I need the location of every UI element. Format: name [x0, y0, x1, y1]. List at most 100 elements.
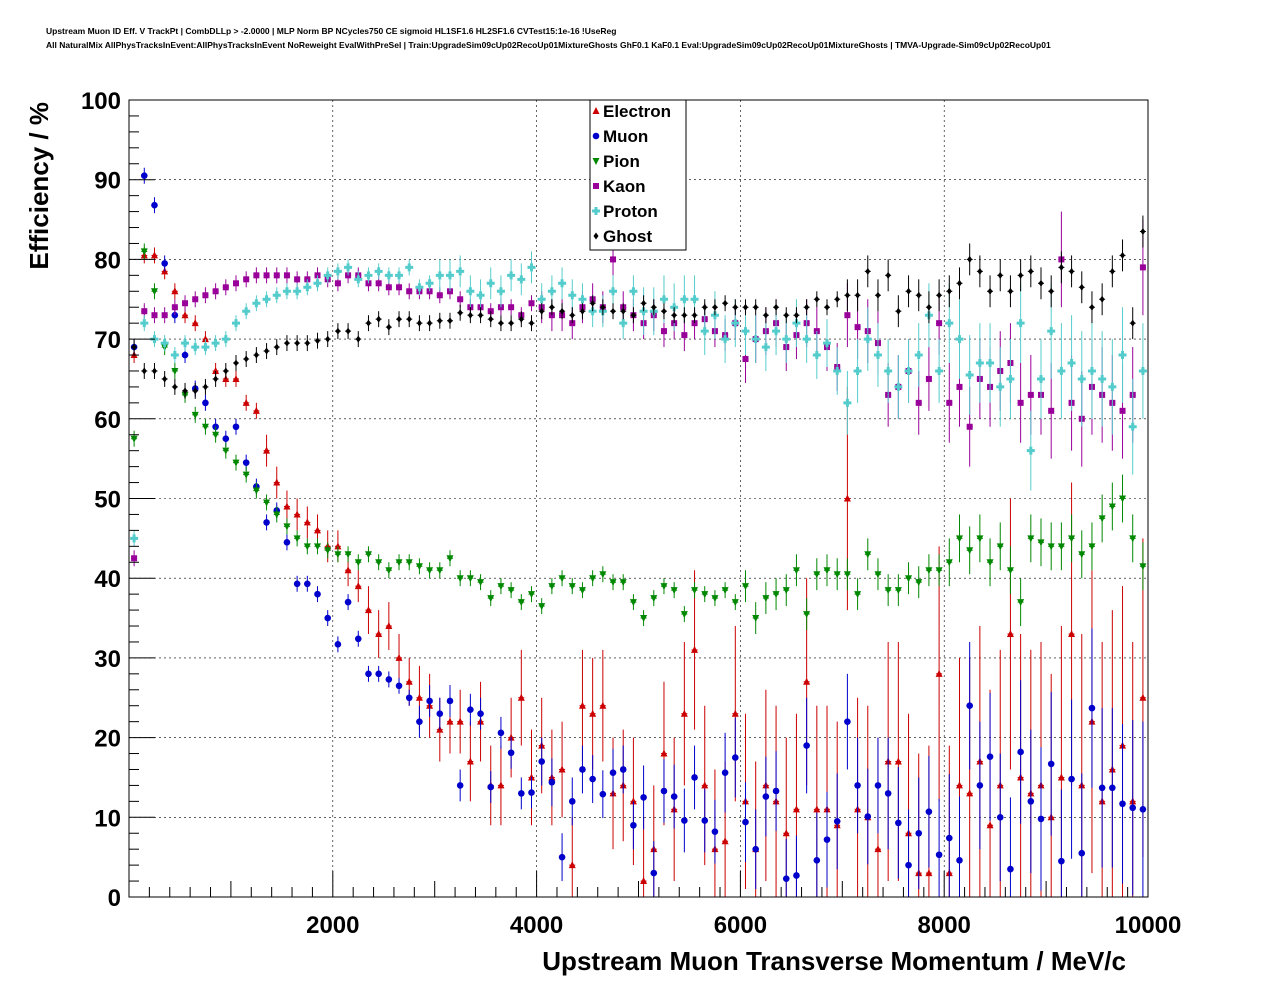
- muon-point: [609, 769, 617, 776]
- ghost-point: [1038, 279, 1044, 287]
- electron-point: [314, 526, 322, 534]
- ghost-point: [732, 303, 738, 311]
- ghost-point: [549, 303, 555, 311]
- pion-point: [1057, 543, 1065, 551]
- electron-point: [191, 319, 199, 327]
- muon-point: [803, 742, 810, 749]
- ghost-point: [671, 311, 677, 319]
- pion-point: [721, 587, 729, 595]
- electron-point: [813, 805, 821, 813]
- kaon-point: [131, 555, 138, 562]
- ghost-point: [233, 359, 239, 367]
- proton-point: [231, 319, 240, 328]
- ghost-point: [518, 315, 524, 323]
- pion-point: [986, 559, 994, 567]
- ghost-point: [1018, 271, 1024, 279]
- proton-point: [945, 319, 954, 328]
- proton-point: [558, 279, 567, 288]
- ghost-point: [365, 319, 371, 327]
- ghost-point: [712, 303, 718, 311]
- electron-point: [935, 669, 943, 677]
- proton-point: [894, 382, 903, 391]
- muon-point: [732, 754, 739, 761]
- ghost-point: [243, 355, 249, 363]
- electron-point: [385, 622, 393, 630]
- ghost-point: [936, 291, 942, 299]
- electron-point: [293, 510, 301, 518]
- electron-point: [344, 566, 352, 574]
- muon-point: [742, 818, 749, 826]
- kaon-point: [161, 312, 168, 319]
- axis-ticks: 2000 4000 6000 8000 10000 0 10 20 30 40 50 60 70 80 90…: [81, 88, 1181, 939]
- kaon-point: [396, 284, 403, 291]
- ghost-point: [335, 327, 341, 335]
- kaon-point: [141, 308, 148, 315]
- proton-point: [242, 307, 251, 316]
- pion-point: [691, 587, 699, 595]
- electron-point: [263, 446, 271, 454]
- electron-point: [1068, 629, 1076, 637]
- pion-point: [731, 599, 739, 607]
- y-tick-label: 50: [94, 487, 121, 514]
- header-line-2: All NaturalMix AllPhysTracksInEvent:AllP…: [46, 40, 1051, 50]
- electron-point: [568, 861, 576, 869]
- electron-point: [578, 701, 586, 709]
- proton-point: [303, 283, 312, 292]
- muon-point: [884, 790, 892, 797]
- muon-point: [222, 435, 230, 443]
- proton-point: [629, 287, 638, 296]
- pion-point: [813, 571, 821, 579]
- pion-point: [1078, 551, 1086, 559]
- pion-point: [701, 591, 709, 599]
- ghost-point: [315, 337, 321, 345]
- pion-point: [1017, 599, 1025, 607]
- pion-point: [884, 587, 892, 595]
- ghost-point: [885, 271, 891, 279]
- proton-point: [975, 359, 984, 368]
- proton-point: [1118, 351, 1127, 360]
- muon-point: [365, 670, 372, 678]
- proton-point: [191, 343, 200, 352]
- muon-point: [945, 834, 953, 842]
- kaon-point: [1139, 264, 1146, 271]
- muon-point: [497, 729, 505, 737]
- kaon-point: [844, 312, 851, 319]
- ghost-point: [264, 347, 270, 355]
- y-tick-label: 100: [81, 88, 121, 115]
- ghost-point: [651, 303, 657, 311]
- electron-point: [395, 653, 403, 661]
- pion-point: [130, 435, 138, 443]
- kaon-point: [742, 356, 749, 363]
- pion-point: [650, 595, 658, 603]
- proton-point: [435, 271, 444, 280]
- muon-point: [1007, 865, 1014, 873]
- electron-point: [1139, 693, 1147, 701]
- muon-point: [966, 702, 973, 710]
- pion-point: [711, 595, 719, 603]
- electron-point: [334, 542, 342, 550]
- muon-point: [385, 676, 393, 683]
- ghost-point: [416, 319, 422, 327]
- electron-point: [283, 502, 291, 510]
- kaon-point: [915, 399, 922, 406]
- proton-point: [293, 287, 302, 296]
- pion-point: [894, 587, 902, 595]
- ghost-point: [773, 303, 779, 311]
- proton-point: [405, 263, 414, 272]
- legend-box: [589, 99, 687, 251]
- pion-point: [670, 587, 678, 595]
- muon-point: [477, 710, 484, 717]
- pion-point: [1006, 567, 1014, 575]
- ghost-point: [406, 315, 412, 323]
- proton-point: [130, 534, 139, 543]
- electron-point: [874, 845, 882, 853]
- electron-point: [517, 693, 525, 701]
- kaon-point: [1017, 399, 1024, 406]
- legend-label-muon: Muon: [603, 127, 648, 146]
- ghost-point: [172, 383, 178, 391]
- pion-point: [497, 583, 505, 591]
- electron-point: [201, 335, 209, 343]
- electron-point: [599, 701, 607, 709]
- muon-point: [568, 798, 576, 805]
